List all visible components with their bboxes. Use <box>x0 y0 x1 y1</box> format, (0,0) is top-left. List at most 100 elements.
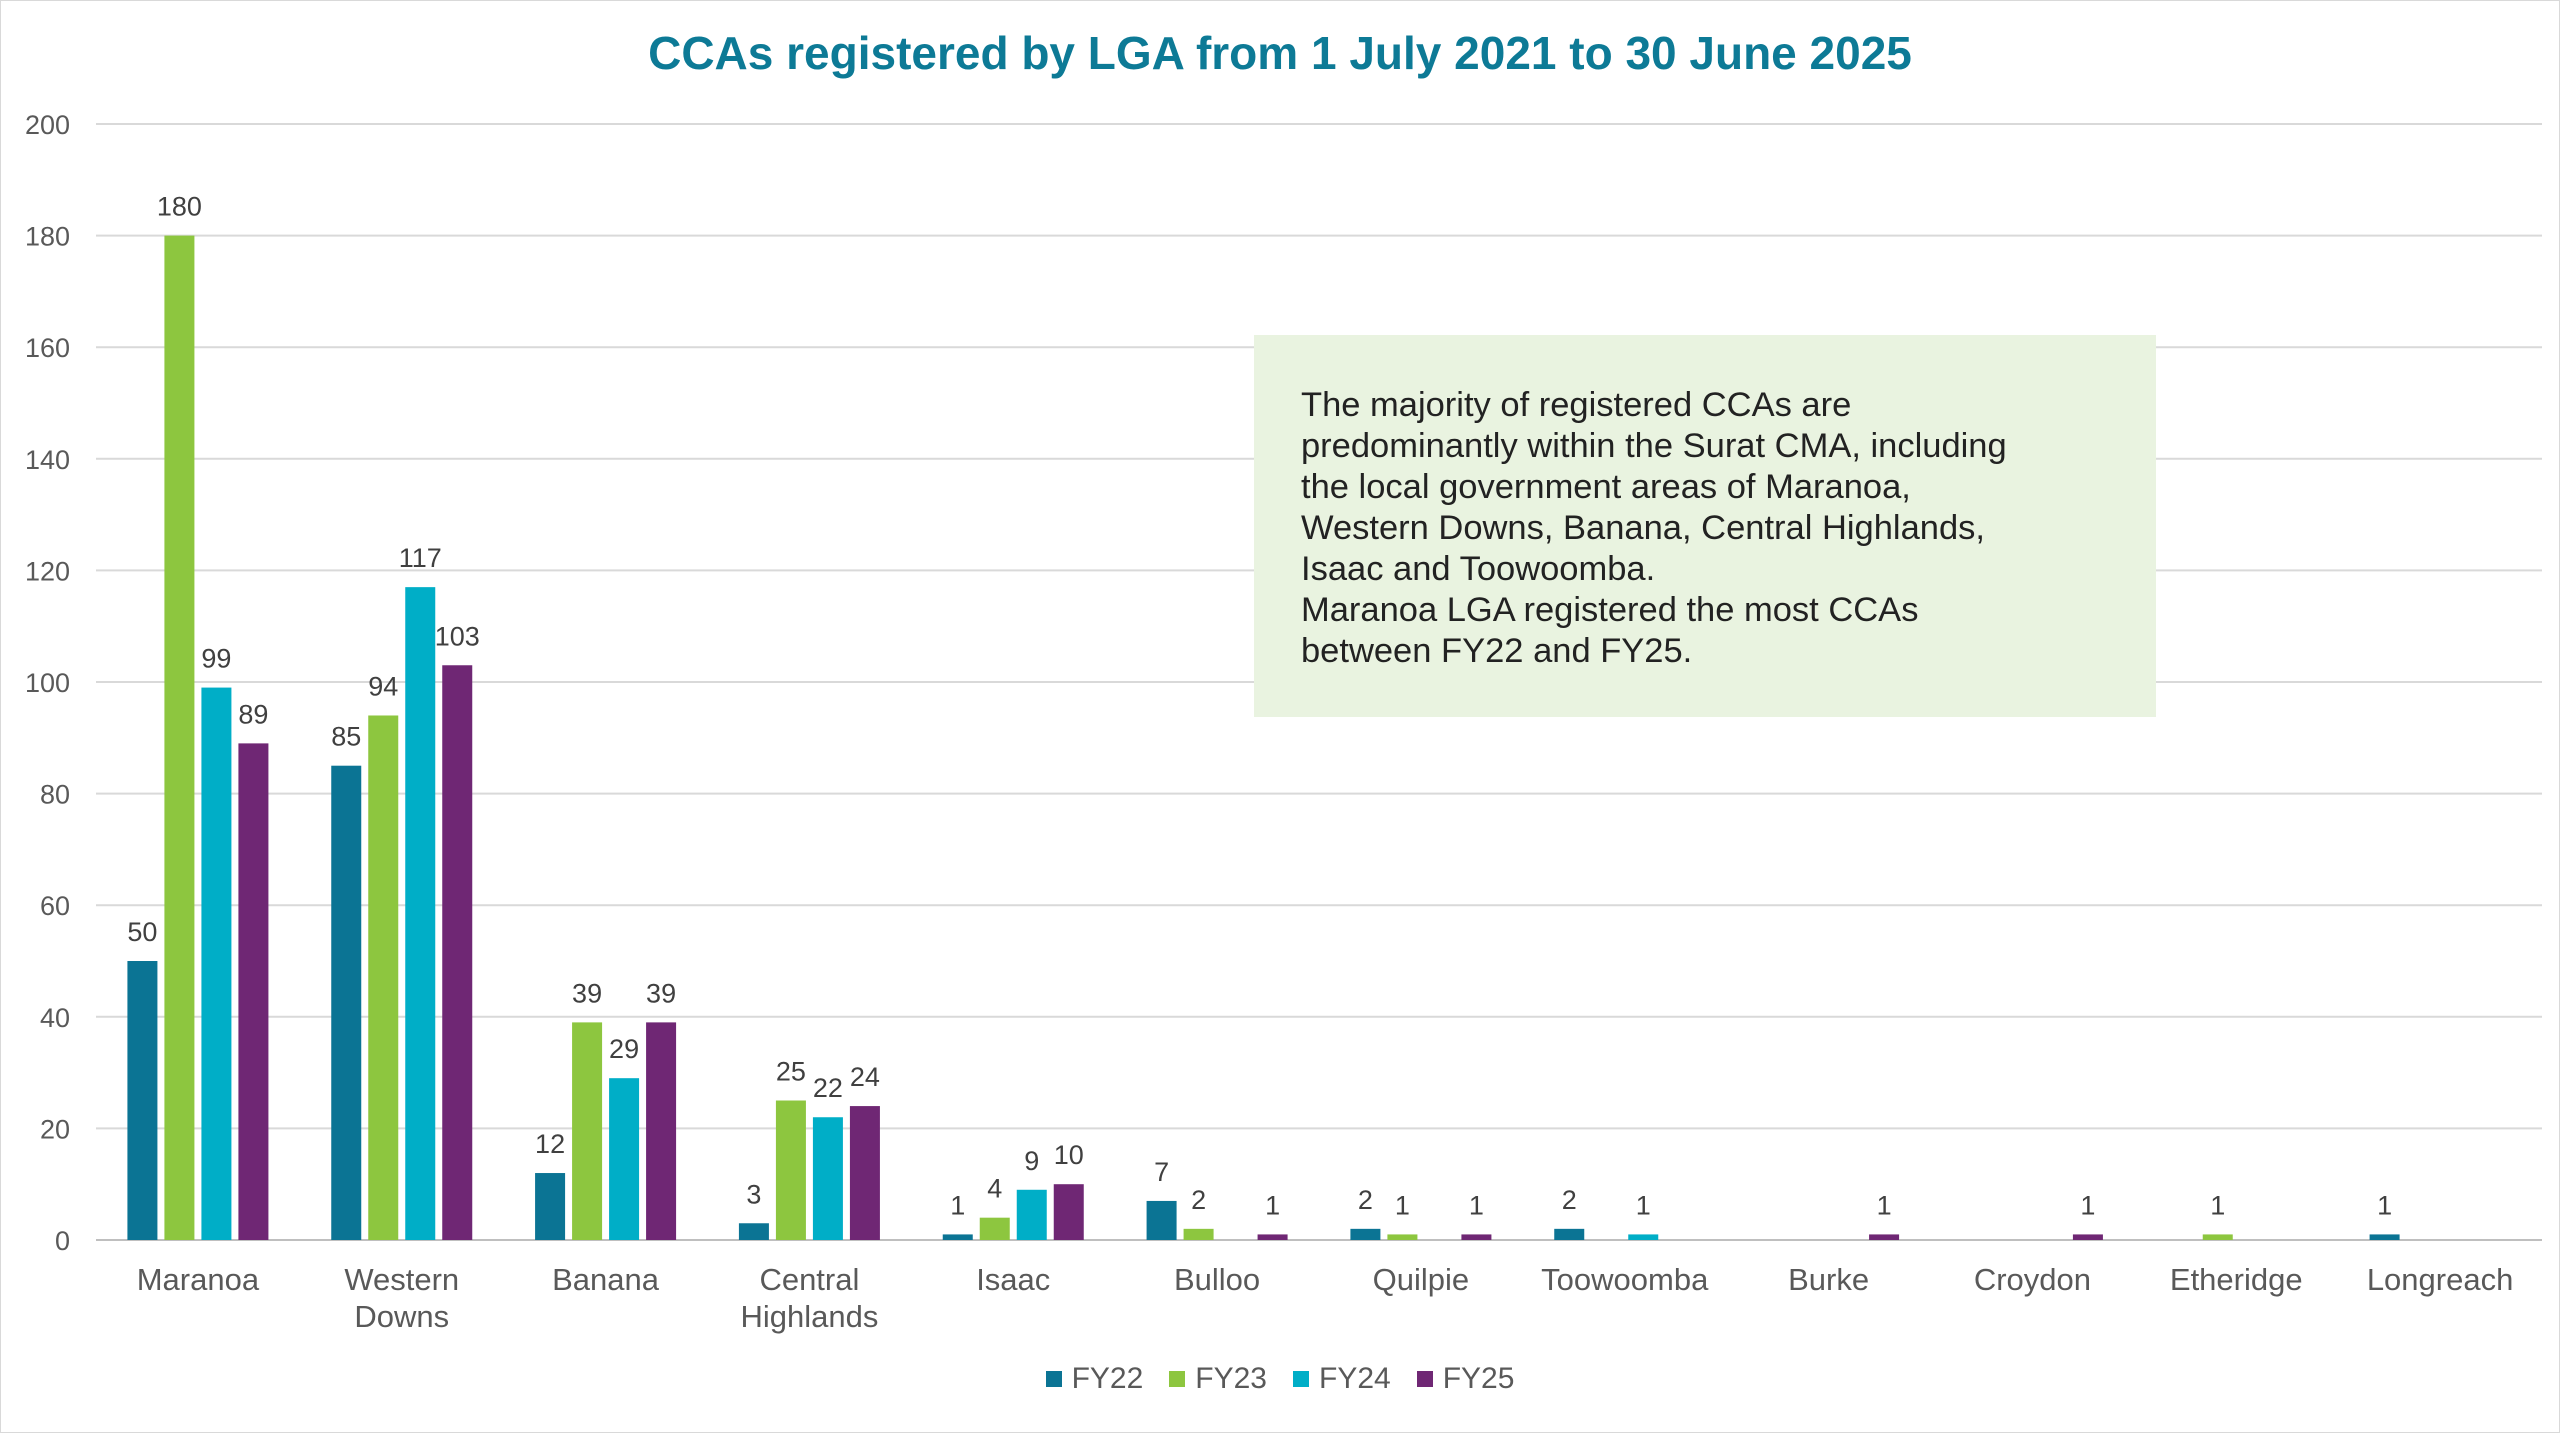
data-label: 12 <box>535 1129 565 1159</box>
bar <box>1016 1189 1047 1240</box>
data-label: 10 <box>1054 1140 1084 1170</box>
bars <box>127 235 2400 1241</box>
data-label: 3 <box>746 1179 761 1209</box>
bar <box>812 1117 843 1240</box>
data-label: 4 <box>987 1174 1002 1204</box>
bar <box>164 235 195 1241</box>
data-label: 89 <box>238 699 268 729</box>
legend-swatch <box>1045 1371 1062 1387</box>
x-tick-label: Western Downs <box>344 1262 459 1334</box>
data-label: 1 <box>2210 1190 2225 1220</box>
data-label: 39 <box>646 978 676 1008</box>
data-label: 1 <box>1877 1190 1892 1220</box>
data-label: 1 <box>2080 1190 2095 1220</box>
data-label: 39 <box>572 978 602 1008</box>
y-tick-label: 80 <box>40 780 70 810</box>
bar <box>1350 1228 1381 1240</box>
data-label: 103 <box>435 621 480 651</box>
bar <box>1053 1184 1084 1240</box>
bar <box>775 1100 806 1240</box>
x-tick-label: Croydon <box>1974 1262 2091 1297</box>
data-label: 99 <box>201 644 231 674</box>
y-tick-label: 100 <box>25 668 70 698</box>
x-tick-label: Central Highlands <box>740 1262 878 1334</box>
legend: FY22 FY23 FY24 FY25 <box>0 1362 2560 1396</box>
legend-item: FY25 <box>1416 1362 1515 1396</box>
x-tick-label: Maranoa <box>137 1262 260 1297</box>
y-tick-label: 20 <box>40 1114 70 1144</box>
data-label: 1 <box>950 1190 965 1220</box>
data-label: 85 <box>331 722 361 752</box>
data-label: 1 <box>1469 1190 1484 1220</box>
bar <box>1146 1200 1177 1240</box>
annotation-box: The majority of registered CCAs are pred… <box>1254 335 2156 717</box>
data-label: 1 <box>1265 1190 1280 1220</box>
y-tick-label: 120 <box>25 556 70 586</box>
legend-item: FY22 <box>1045 1362 1144 1396</box>
x-tick-label: Bulloo <box>1174 1262 1260 1297</box>
x-tick-label: Toowoomba <box>1541 1262 1709 1297</box>
bar <box>238 743 269 1240</box>
bar <box>1387 1234 1418 1240</box>
bar <box>1628 1234 1659 1240</box>
bar <box>127 961 158 1240</box>
legend-label: FY25 <box>1442 1362 1515 1395</box>
data-label: 7 <box>1154 1157 1169 1187</box>
data-label: 9 <box>1024 1146 1039 1176</box>
bar <box>572 1022 603 1240</box>
bar <box>1183 1228 1214 1240</box>
x-tick-label: Banana <box>552 1262 660 1297</box>
bar <box>368 715 399 1240</box>
data-label: 29 <box>609 1034 639 1064</box>
x-tick-label: Etheridge <box>2170 1262 2303 1297</box>
data-label: 1 <box>1636 1190 1651 1220</box>
bar <box>535 1173 566 1240</box>
legend-label: FY23 <box>1195 1362 1267 1395</box>
bar <box>1554 1228 1585 1240</box>
bar <box>201 687 232 1240</box>
bar <box>1257 1234 1288 1240</box>
x-tick-label: Quilpie <box>1373 1262 1470 1297</box>
x-tick-label: Longreach <box>2367 1262 2514 1297</box>
data-label: 25 <box>776 1057 806 1087</box>
data-label: 2 <box>1191 1185 1206 1215</box>
bar <box>942 1234 973 1240</box>
data-label: 2 <box>1358 1185 1373 1215</box>
annotation-text: The majority of registered CCAs are pred… <box>1301 386 2007 670</box>
bar <box>738 1223 769 1240</box>
bar <box>849 1106 880 1240</box>
chart-title: CCAs registered by LGA from 1 July 2021 … <box>648 27 1912 79</box>
x-axis-categories: Maranoa Western Downs Banana Central Highland… <box>137 1262 2514 1334</box>
data-label: 2 <box>1562 1185 1577 1215</box>
data-label: 180 <box>157 192 202 222</box>
legend-swatch <box>1169 1371 1186 1387</box>
legend-label: FY22 <box>1071 1362 1144 1395</box>
x-tick-label: Isaac <box>976 1262 1050 1297</box>
bar <box>979 1217 1010 1240</box>
legend-label: FY24 <box>1319 1362 1391 1395</box>
bar <box>1869 1234 1900 1240</box>
data-label: 1 <box>1395 1190 1410 1220</box>
data-label: 1 <box>2377 1190 2392 1220</box>
data-label: 117 <box>399 543 442 573</box>
legend-swatch <box>1416 1371 1433 1387</box>
data-label: 50 <box>127 917 157 947</box>
bar <box>1461 1234 1492 1240</box>
bar <box>442 665 473 1240</box>
y-tick-label: 60 <box>40 891 70 921</box>
bar <box>2072 1234 2103 1240</box>
bar <box>2369 1234 2400 1240</box>
x-tick-label: Burke <box>1788 1262 1869 1297</box>
legend-swatch <box>1293 1371 1309 1387</box>
y-tick-label: 140 <box>25 445 70 475</box>
bar <box>2202 1234 2233 1240</box>
bar <box>646 1022 677 1240</box>
data-label: 22 <box>813 1073 843 1103</box>
y-tick-label: 0 <box>55 1226 70 1256</box>
data-label: 24 <box>850 1062 880 1092</box>
legend-item: FY24 <box>1293 1362 1391 1396</box>
y-tick-label: 180 <box>25 222 70 252</box>
bar <box>609 1078 640 1240</box>
legend-item: FY23 <box>1169 1362 1267 1396</box>
